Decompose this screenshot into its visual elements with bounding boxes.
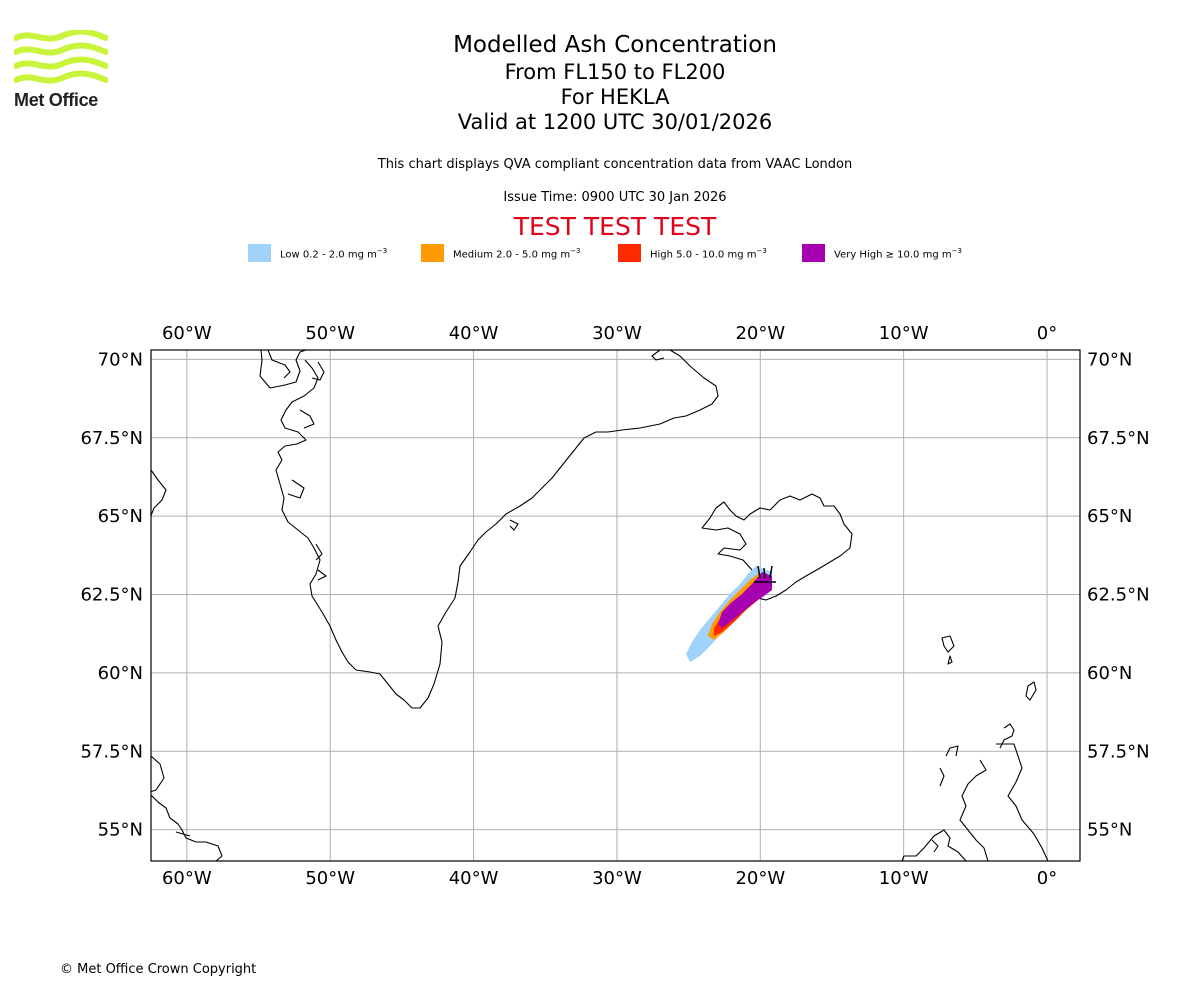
right-lat-tick-label: 65°N: [1087, 506, 1132, 527]
right-lat-tick-label: 67.5°N: [1087, 428, 1150, 449]
title-line-4: Valid at 1200 UTC 30/01/2026: [457, 110, 773, 134]
coastline-greenland-islands: [287, 361, 519, 581]
left-lat-tick-label: 57.5°N: [80, 741, 143, 762]
bottom-lon-tick-label: 30°W: [592, 868, 642, 889]
bottom-lon-tick-label: 60°W: [162, 868, 212, 889]
legend-label-medium: Medium 2.0 - 5.0 mg m−3: [453, 247, 581, 261]
right-lat-tick-label: 60°N: [1087, 663, 1132, 684]
left-lat-tick-label: 67.5°N: [80, 428, 143, 449]
top-lon-tick-label: 10°W: [879, 323, 929, 344]
coastline-ireland: [901, 829, 967, 861]
title-line-2: From FL150 to FL200: [504, 60, 726, 84]
legend-swatch-medium: [421, 244, 444, 262]
right-lat-tick-label: 57.5°N: [1087, 741, 1150, 762]
top-lon-tick-label: 50°W: [305, 323, 355, 344]
top-lon-tick-label: 30°W: [592, 323, 642, 344]
issue-time: Issue Time: 0900 UTC 30 Jan 2026: [503, 190, 727, 205]
volcano-marker: [754, 565, 776, 583]
top-lon-tick-label: 40°W: [449, 323, 499, 344]
copyright-notice: © Met Office Crown Copyright: [60, 962, 257, 977]
right-lat-tick-label: 70°N: [1087, 349, 1132, 370]
ash-plume: [686, 566, 772, 662]
coastline-greenland: [259, 350, 719, 709]
legend-swatch-low: [248, 244, 271, 262]
plume-very-high: [718, 572, 772, 628]
left-lat-tick-label: 55°N: [98, 820, 143, 841]
legend-label-high: High 5.0 - 10.0 mg m−3: [650, 247, 767, 261]
test-banner: TEST TEST TEST: [513, 212, 717, 241]
legend-label-very-high: Very High ≥ 10.0 mg m−3: [834, 247, 962, 261]
legend-swatch-very-high: [802, 244, 825, 262]
map-tick-labels: 60°W 60°W 50°W 50°W 40°W 40°W 30°W 30°W 20°W 20°W…: [80, 323, 1149, 889]
title-line-3: For HEKLA: [560, 85, 670, 109]
chart-title-block: Modelled Ash Concentration From FL150 to…: [315, 30, 915, 135]
top-lon-tick-label: 0°: [1037, 323, 1057, 344]
coastline-baffin: [151, 469, 223, 861]
chart-subtitle: This chart displays QVA compliant concen…: [377, 157, 853, 172]
coastline-scotland: [939, 723, 1049, 861]
right-lat-tick-label: 62.5°N: [1087, 585, 1150, 606]
map-frame: [150, 349, 1081, 862]
left-lat-tick-label: 65°N: [98, 506, 143, 527]
ash-map-svg: 60°W 60°W 50°W 50°W 40°W 40°W 30°W 30°W 20°W 20°W…: [80, 323, 1149, 889]
bottom-lon-tick-label: 50°W: [305, 868, 355, 889]
bottom-lon-tick-label: 0°: [1037, 868, 1057, 889]
top-lon-tick-label: 20°W: [735, 323, 785, 344]
legend-swatch-high: [618, 244, 641, 262]
top-lon-tick-label: 60°W: [162, 323, 212, 344]
left-lat-tick-label: 70°N: [98, 349, 143, 370]
left-lat-tick-label: 60°N: [98, 663, 143, 684]
bottom-lon-tick-label: 10°W: [879, 868, 929, 889]
bottom-lon-tick-label: 20°W: [735, 868, 785, 889]
met-office-wave-icon: [14, 30, 108, 84]
logo-wordmark: Met Office: [14, 90, 99, 110]
met-office-logo: Met Office: [14, 30, 108, 112]
ash-map: 60°W 60°W 50°W 50°W 40°W 40°W 30°W 30°W 20°W 20°W…: [80, 323, 1149, 889]
title-line-1: Modelled Ash Concentration: [453, 32, 777, 58]
map-grid: [151, 350, 1080, 861]
bottom-lon-tick-label: 40°W: [449, 868, 499, 889]
coastline-faroes: [941, 635, 955, 665]
coastline-iceland: [701, 493, 853, 601]
right-lat-tick-label: 55°N: [1087, 820, 1132, 841]
legend-label-low: Low 0.2 - 2.0 mg m−3: [280, 247, 388, 261]
coastline-shetland: [1025, 681, 1037, 701]
left-lat-tick-label: 62.5°N: [80, 585, 143, 606]
